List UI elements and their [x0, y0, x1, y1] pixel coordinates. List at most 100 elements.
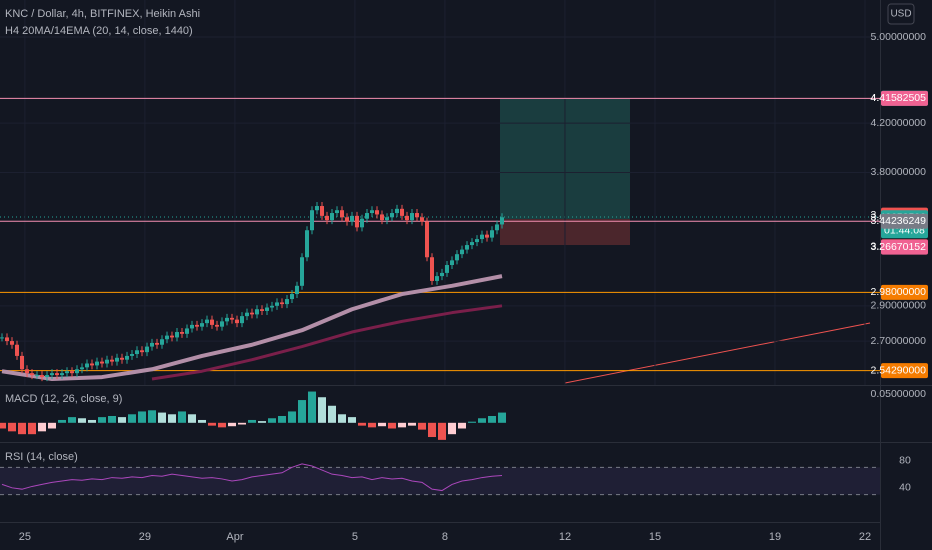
macd-bar [358, 422, 366, 426]
price-tag-label: 3.26670152 [871, 241, 927, 253]
candle [60, 373, 64, 376]
trend-line [564, 322, 871, 384]
candle [255, 309, 259, 315]
rsi-title: RSI (14, close) [5, 451, 78, 463]
candle [450, 260, 454, 266]
currency[interactable]: USD [890, 9, 911, 20]
candle [470, 242, 474, 246]
currency-button[interactable] [887, 3, 915, 25]
macd-bar [498, 412, 506, 423]
price-pane [0, 0, 880, 385]
macd-bar [168, 414, 176, 423]
macd-bar [408, 422, 416, 426]
candle [340, 210, 344, 218]
candle [405, 215, 409, 221]
macd-bar [228, 422, 236, 427]
price-tag [881, 284, 928, 300]
macd-bar [128, 414, 136, 423]
candle [245, 312, 249, 317]
macd-bar [268, 418, 276, 423]
candle [260, 309, 264, 311]
x-tick-label: 8 [442, 531, 448, 543]
candle [235, 319, 239, 324]
candle [50, 373, 54, 376]
macd-bar [398, 422, 406, 428]
candle [55, 373, 59, 376]
candle [115, 357, 119, 362]
rsi-line [1, 463, 503, 492]
candle [455, 254, 459, 261]
price-tag [881, 239, 928, 255]
macd-bar [248, 419, 256, 423]
macd-bar [48, 422, 56, 429]
macd-bar [108, 415, 116, 423]
macd-bar [188, 414, 196, 423]
candle [5, 337, 9, 342]
price-tag [881, 213, 928, 229]
candle [150, 342, 154, 347]
macd-bar [158, 412, 166, 423]
candle [420, 217, 424, 222]
candle [330, 213, 334, 221]
candle [195, 324, 199, 327]
macd-bar [218, 422, 226, 428]
candle [345, 217, 349, 222]
price-tag-label: 3.44236249 [871, 215, 927, 227]
candle [200, 323, 204, 327]
candle [375, 210, 379, 215]
candle [500, 217, 504, 225]
macd-bar [138, 411, 146, 423]
candle [320, 206, 324, 216]
candle [30, 373, 34, 376]
macd-title: MACD (12, 26, close, 9) [5, 393, 122, 405]
candle [10, 341, 14, 345]
y-tick-label: 2.70000000 [871, 335, 927, 347]
candle [95, 361, 99, 366]
moving-average [151, 304, 503, 381]
x-tick-label: 19 [769, 531, 781, 543]
macd-pane [0, 391, 506, 440]
x-tick-label: 22 [859, 531, 871, 543]
candle [300, 257, 304, 286]
macd-bar [458, 422, 466, 429]
candle [20, 355, 24, 370]
candle [270, 305, 274, 308]
macd-bar [0, 422, 6, 429]
macd-bar [38, 422, 46, 432]
candle [0, 337, 4, 339]
macd-bar [238, 422, 246, 425]
candle [440, 272, 444, 277]
candle [45, 375, 49, 378]
candle [360, 218, 364, 228]
candle [315, 206, 319, 211]
price-tag-label: 4.41582505 [871, 92, 927, 104]
macd-bar [118, 417, 126, 423]
price-tag [881, 363, 928, 379]
macd-bar [418, 422, 426, 430]
moving-average [1, 274, 503, 382]
y-tick-label: 3.80000000 [871, 166, 927, 178]
price-tag-label: 2.54290000 [871, 364, 927, 376]
candle [135, 350, 139, 355]
y-tick-label: 80 [899, 454, 911, 466]
candle [250, 312, 254, 315]
candle [155, 342, 159, 345]
candle [465, 245, 469, 250]
chart-title: KNC / Dollar, 4h, BITFINEX, Heikin Ashi [5, 8, 200, 20]
candle [485, 234, 489, 238]
x-tick-label: 29 [139, 531, 151, 543]
indicator-title: H4 20MA/14EMA (20, 14, close, 1440) [5, 25, 193, 37]
x-tick-label: 15 [649, 531, 661, 543]
macd-bar [88, 419, 96, 423]
candle [415, 213, 419, 218]
candle [400, 208, 404, 216]
price-tag-label: 2.98000000 [871, 286, 927, 298]
candle [175, 332, 179, 338]
macd-bar [478, 418, 486, 423]
candle [355, 215, 359, 228]
candle [305, 230, 309, 258]
candle [335, 210, 339, 214]
candle [365, 213, 369, 219]
candle [495, 224, 499, 231]
